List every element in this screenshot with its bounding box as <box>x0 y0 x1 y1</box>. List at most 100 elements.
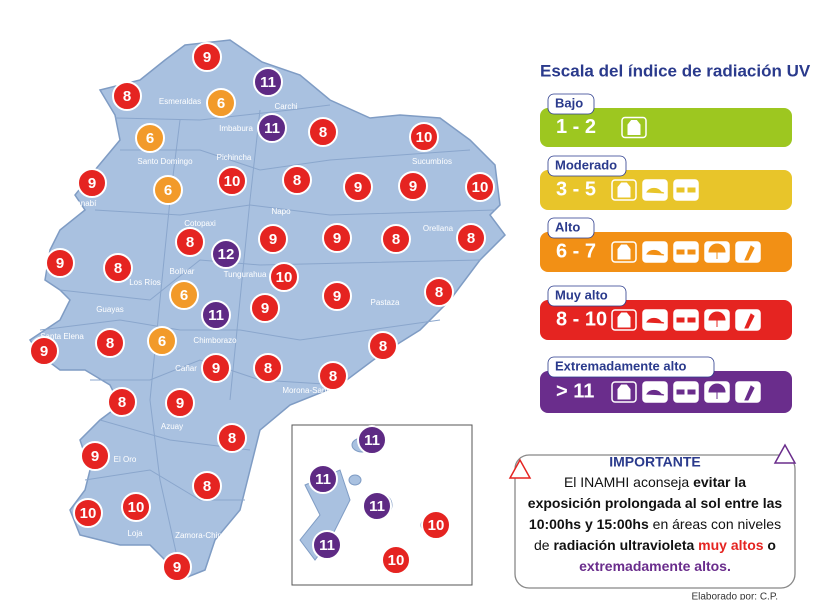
province-label: Los Ríos <box>129 278 161 287</box>
uv-marker <box>73 498 103 528</box>
level-name: Extremadamente alto <box>555 358 687 373</box>
uv-marker <box>121 492 151 522</box>
uv-marker <box>282 165 312 195</box>
uv-value: 10 <box>416 129 433 146</box>
uv-value: 9 <box>56 255 64 272</box>
level-range: > 11 <box>556 380 594 402</box>
uv-marker <box>206 88 236 118</box>
uv-marker <box>343 172 373 202</box>
uv-marker <box>153 175 183 205</box>
uv-value: 9 <box>409 178 417 195</box>
legend-title: Escala del índice de radiación UV <box>540 61 811 80</box>
uv-marker <box>147 326 177 356</box>
uv-value: 8 <box>118 394 126 411</box>
uv-marker <box>381 224 411 254</box>
credit: Elaborado por: C.P. <box>691 592 778 600</box>
province-label: Manabí <box>70 199 97 208</box>
protection-symbol <box>708 383 726 399</box>
uv-marker <box>80 441 110 471</box>
uv-value: 9 <box>333 230 341 247</box>
province-label: Carchi <box>274 102 297 111</box>
important-box <box>514 454 796 589</box>
level-name: Bajo <box>555 95 583 110</box>
important-line: El INAMHI aconseja evitar la <box>564 474 746 490</box>
protection-symbol <box>676 317 696 323</box>
important-segment: en áreas con niveles <box>649 516 781 532</box>
province-label: Santa Elena <box>40 332 84 341</box>
uv-value: 11 <box>369 498 385 515</box>
uv-marker <box>424 277 454 307</box>
protection-symbol <box>646 389 665 396</box>
uv-marker <box>162 552 192 582</box>
uv-marker <box>192 42 222 72</box>
uv-value: 11 <box>364 432 380 449</box>
level-range: 1 - 2 <box>556 116 596 138</box>
uv-marker <box>135 123 165 153</box>
protection-symbol <box>646 317 665 324</box>
protection-symbol <box>744 245 755 261</box>
uv-value: 10 <box>128 499 145 516</box>
uv-marker <box>362 491 392 521</box>
uv-value: 9 <box>203 49 211 66</box>
province-label: Napo <box>271 207 291 216</box>
province-label: Loja <box>127 529 143 538</box>
important-segment: El INAMHI aconseja <box>564 474 693 490</box>
important-segment: o <box>764 537 776 553</box>
uv-value: 8 <box>293 172 301 189</box>
protection-icon <box>611 241 637 263</box>
uv-marker <box>257 113 287 143</box>
uv-value: 9 <box>261 300 269 317</box>
protection-symbol <box>676 249 696 255</box>
protection-symbol <box>744 385 755 401</box>
uv-marker <box>175 227 205 257</box>
uv-value: 9 <box>269 231 277 248</box>
markers: Esmeraldas Carchi Imbabura Santo Domingo Pic… <box>29 42 495 582</box>
protection-symbol <box>646 187 665 194</box>
uv-marker <box>112 81 142 111</box>
uv-value: 6 <box>217 95 225 112</box>
level-tab <box>547 285 627 307</box>
uv-marker <box>465 172 495 202</box>
province-label: Cotopaxi <box>184 219 216 228</box>
province-label: Tungurahua <box>224 270 267 279</box>
uv-value: 8 <box>319 124 327 141</box>
uv-marker <box>217 423 247 453</box>
level-box <box>540 108 792 147</box>
province-label: Santo Domingo <box>137 157 193 166</box>
uv-marker <box>253 353 283 383</box>
uv-value: 12 <box>218 246 235 263</box>
protection-symbol <box>676 389 696 395</box>
province-label: Pastaza <box>371 298 400 307</box>
province-label: Chimborazo <box>193 336 237 345</box>
important-segment: muy altos <box>694 537 763 553</box>
uv-value: 11 <box>319 537 335 554</box>
uv-marker <box>165 388 195 418</box>
uv-value: 6 <box>164 182 172 199</box>
important-line: exposición prolongada al sol entre las <box>528 495 783 511</box>
uv-value: 8 <box>114 260 122 277</box>
province-label: Orellana <box>423 224 454 233</box>
uv-value: 8 <box>379 338 387 355</box>
uv-value: 8 <box>329 368 337 385</box>
important-line: 10:00hs y 15:00hs en áreas con niveles <box>529 516 781 532</box>
protection-symbol <box>626 119 642 136</box>
uv-marker <box>312 530 342 560</box>
uv-value: 11 <box>208 307 224 324</box>
protection-symbol <box>646 249 665 256</box>
uv-marker <box>269 262 299 292</box>
warning-icon <box>773 443 797 464</box>
important-line: extremadamente altos. <box>579 558 731 574</box>
province-label: Cañar <box>175 364 197 373</box>
level-tab <box>547 356 715 378</box>
uv-value: 6 <box>158 333 166 350</box>
uv-marker <box>95 328 125 358</box>
uv-value: 6 <box>180 287 188 304</box>
uv-value: 9 <box>176 395 184 412</box>
uv-marker <box>45 248 75 278</box>
protection-symbol <box>616 243 632 261</box>
uv-value: 10 <box>80 505 97 522</box>
protection-icon <box>611 179 637 201</box>
province-borders <box>39 104 496 571</box>
uv-marker <box>253 67 283 97</box>
